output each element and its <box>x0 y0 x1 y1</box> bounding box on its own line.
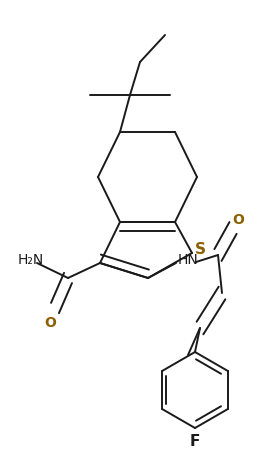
Text: S: S <box>194 243 205 257</box>
Text: F: F <box>190 435 200 449</box>
Text: O: O <box>44 316 56 330</box>
Text: H₂N: H₂N <box>18 253 44 267</box>
Text: O: O <box>232 213 244 227</box>
Text: HN: HN <box>178 253 199 267</box>
